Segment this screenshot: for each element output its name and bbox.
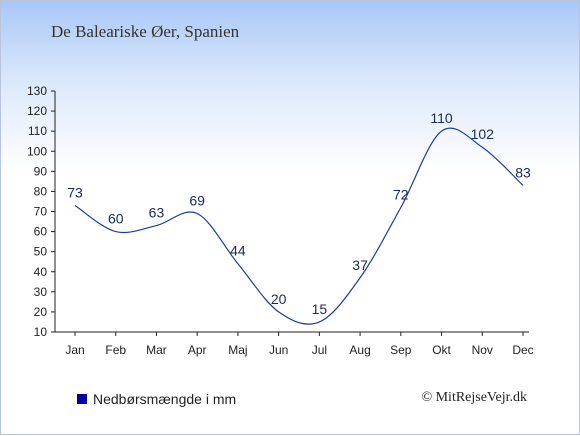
x-tick-label: Jan: [65, 343, 84, 357]
x-tick-label: Apr: [188, 343, 207, 357]
data-label: 73: [67, 184, 83, 200]
data-label: 102: [471, 126, 495, 142]
legend-label: Nedbørsmængde i mm: [93, 391, 237, 407]
x-tick-label: Maj: [228, 343, 247, 357]
x-tick-label: Okt: [432, 343, 451, 357]
data-label: 60: [108, 211, 124, 227]
y-tick-label: 20: [34, 305, 48, 319]
data-label: 72: [393, 186, 409, 202]
y-tick-label: 80: [34, 184, 48, 198]
data-label: 69: [189, 193, 205, 209]
y-tick-label: 10: [34, 325, 48, 339]
x-tick-label: Jun: [269, 343, 288, 357]
y-tick-label: 110: [28, 124, 47, 138]
legend: Nedbørsmængde i mm: [77, 391, 236, 407]
y-tick-label: 50: [34, 245, 48, 259]
data-label: 20: [271, 291, 287, 307]
data-labels: 73 60 63 69 44 20 15 37 72 110 102 83: [67, 110, 531, 317]
y-tick-label: 130: [27, 84, 47, 98]
y-tick-label: 70: [34, 205, 48, 219]
data-label: 44: [230, 243, 246, 259]
x-tick-label: Sep: [390, 343, 412, 357]
data-label: 15: [312, 301, 328, 317]
data-label: 110: [430, 110, 453, 126]
y-tick-label: 90: [34, 164, 48, 178]
y-tick-label: 120: [27, 104, 47, 118]
data-label: 37: [352, 257, 368, 273]
data-label: 83: [515, 164, 531, 180]
y-tick-label: 40: [34, 265, 48, 279]
series-line: [74, 127, 524, 325]
legend-swatch: [77, 394, 87, 404]
axes: 10 20 30 40 50 60 70 80 90 100 110 120 130 Jan Feb Mar A…: [27, 84, 534, 357]
x-tick-label: Nov: [472, 343, 493, 357]
series-group: [74, 127, 524, 325]
y-tick-label: 30: [34, 285, 48, 299]
x-tick-label: Dec: [512, 343, 533, 357]
credit-text: © MitRejseVejr.dk: [421, 390, 527, 405]
y-tick-label: 60: [34, 225, 48, 239]
x-tick-label: Feb: [105, 343, 126, 357]
x-tick-label: Jul: [312, 343, 327, 357]
y-tick-label: 100: [27, 144, 47, 158]
chart-title: De Baleariske Øer, Spanien: [51, 22, 240, 41]
data-label: 63: [149, 205, 165, 221]
x-tick-label: Aug: [349, 343, 370, 357]
x-tick-label: Mar: [146, 343, 167, 357]
